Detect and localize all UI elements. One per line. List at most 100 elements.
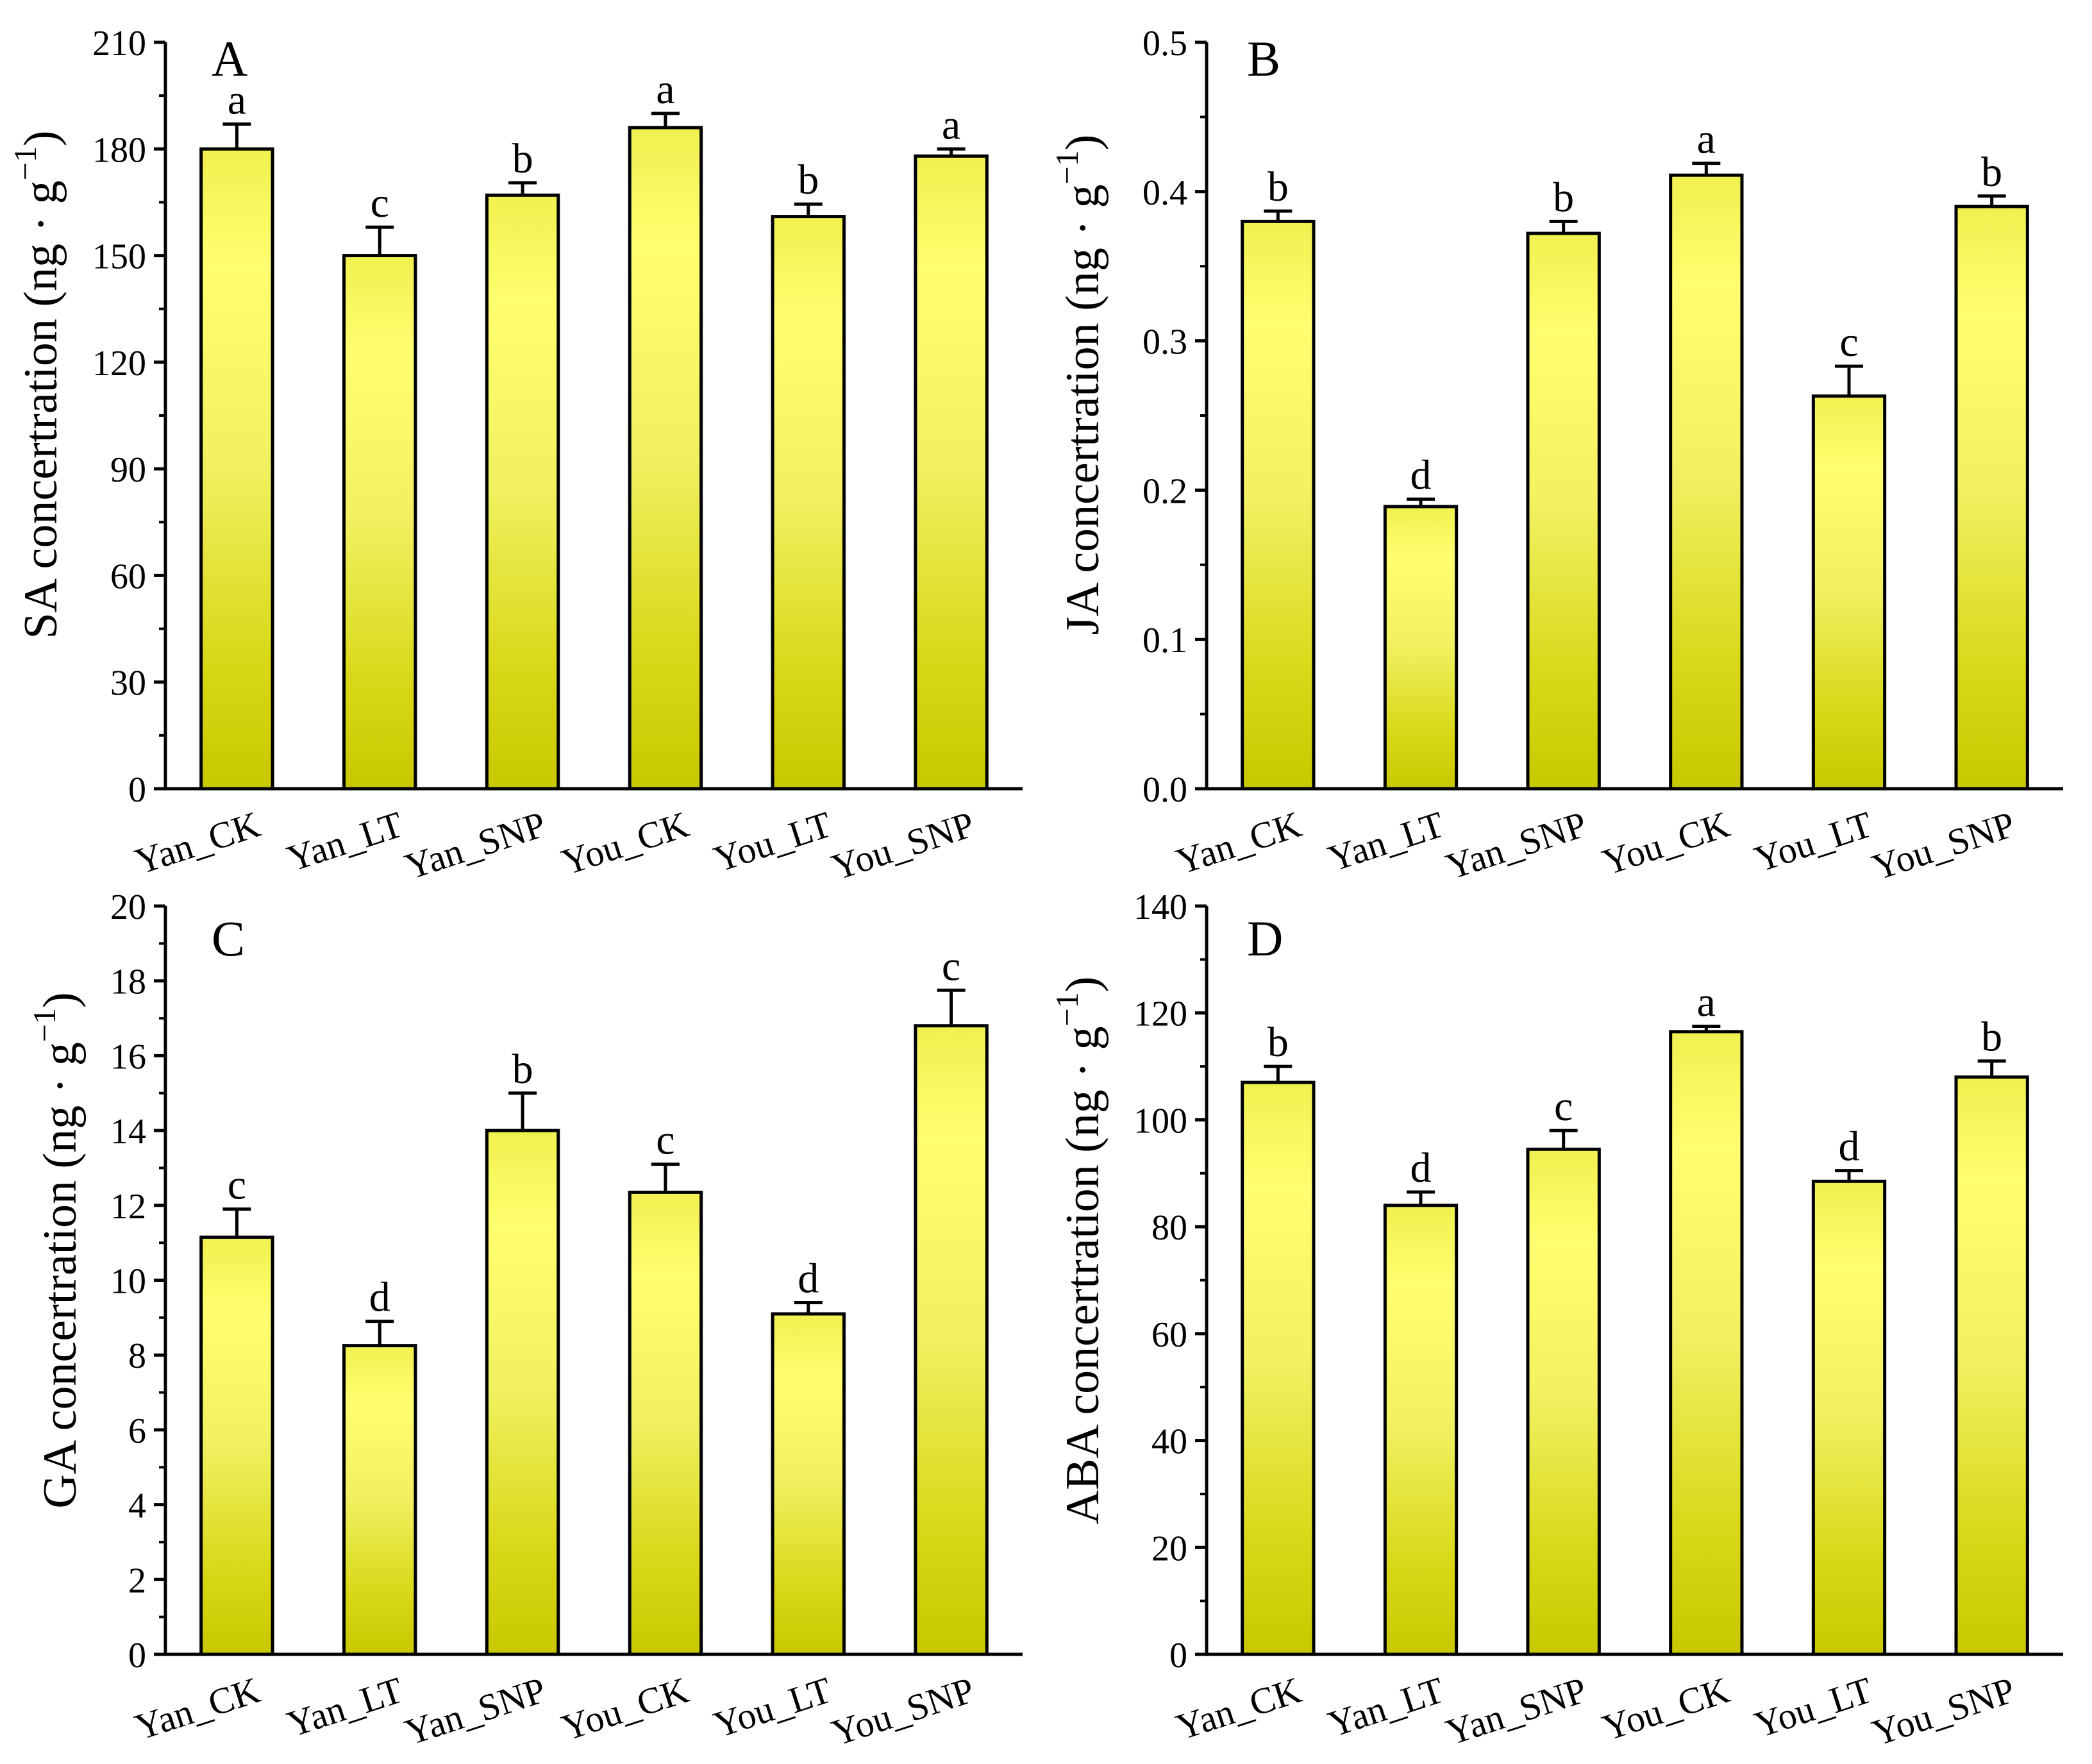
panel-d-bar-Yan_LT <box>1383 1204 1459 1656</box>
panel-d-ylabel: ABA concertration (ng · g−1) <box>1049 977 1109 1525</box>
panel-c-ytick-label: 0 <box>128 1636 146 1676</box>
panel-c-ylabel: GA concertration (ng · g−1) <box>26 992 87 1508</box>
panel-c-bar-You_LT <box>771 1312 846 1656</box>
panel-c-label: C <box>212 911 245 966</box>
panel-a-sig-letter-Yan_SNP: b <box>512 135 533 182</box>
panel-b-plot: b Yan_CK d Yan_LT b Yan_SNP a You_CK c You_LT b You… <box>1142 24 2063 888</box>
panel-d-bar-You_CK <box>1669 1030 1744 1656</box>
panel-b-bar-Yan_CK <box>1241 219 1316 791</box>
panel-d-bar-Yan_SNP <box>1526 1147 1601 1656</box>
panel-b-sig-letter-Yan_CK: b <box>1268 164 1289 210</box>
panel-c-plot: c Yan_CK d Yan_LT b Yan_SNP c You_CK d You_LT c You… <box>110 887 1023 1754</box>
panel-b-ytick-label: 0.3 <box>1142 323 1187 362</box>
panel-d-xtick-label-Yan_CK: Yan_CK <box>1171 1669 1307 1749</box>
panel-a-bar-You_CK <box>628 126 703 791</box>
panel-c-ytick-label: 12 <box>110 1187 146 1227</box>
panel-b-sig-letter-You_CK: a <box>1697 116 1716 163</box>
panel-c-ytick-label: 18 <box>110 962 146 1002</box>
panel-c-bar-You_CK <box>628 1190 703 1656</box>
panel-b-ylabel: JA concertration (ng · g−1) <box>1049 135 1109 635</box>
panel-c-sig-letter-You_SNP: c <box>942 943 960 989</box>
panel-c-ytick-label: 20 <box>110 887 146 927</box>
panel-d-ylabel-sup: −1 <box>1049 992 1085 1026</box>
panel-d-ytick-label: 40 <box>1151 1422 1187 1462</box>
panel-a-ytick-label: 120 <box>92 344 146 383</box>
panel-a-xtick-label-Yan_CK: Yan_CK <box>130 803 265 883</box>
panel-c-sig-letter-Yan_SNP: b <box>512 1046 533 1093</box>
panel-b-ylabel-text: JA concertration (ng · g <box>1057 185 1109 635</box>
panel-a-sig-letter-Yan_CK: a <box>228 76 246 123</box>
panel-a-ytick-label: 30 <box>110 664 146 703</box>
panel-a-ylabel: SA concertration (ng · g−1) <box>7 131 67 639</box>
svg-text:ABA concertration (ng · g−1): ABA concertration (ng · g−1) <box>1049 977 1109 1525</box>
panel-c-sig-letter-Yan_LT: d <box>369 1274 390 1321</box>
panel-b-label: B <box>1247 31 1280 87</box>
panel-a-sig-letter-You_CK: a <box>656 66 674 113</box>
panel-c-sig-letter-You_LT: d <box>798 1256 819 1302</box>
panel-c-ytick-label: 10 <box>110 1262 146 1302</box>
panel-d-label: D <box>1247 911 1283 966</box>
panel-b-sig-letter-Yan_SNP: b <box>1553 174 1574 221</box>
panel-d-xtick-label-Yan_LT: Yan_LT <box>1323 1669 1449 1745</box>
panel-d-xtick-label-You_CK: You_CK <box>1598 1669 1735 1749</box>
panel-c-xtick-label-Yan_LT: Yan_LT <box>282 1669 408 1745</box>
panel-c-xtick-label-You_CK: You_CK <box>556 1669 694 1749</box>
panel-b-bar-Yan_LT <box>1383 505 1459 791</box>
svg-text:GA concertration (ng · g−1): GA concertration (ng · g−1) <box>26 992 87 1508</box>
panel-a-xtick-label-You_LT: You_LT <box>708 803 836 880</box>
panel-b-bar-Yan_SNP <box>1526 231 1601 791</box>
panel-b-sig-letter-Yan_LT: d <box>1410 451 1432 498</box>
panel-a-plot: a Yan_CK c Yan_LT b Yan_SNP a You_CK b You_LT a You… <box>92 24 1023 888</box>
panel-d-sig-letter-You_LT: d <box>1839 1123 1860 1170</box>
panel-d-xtick-label-You_LT: You_LT <box>1750 1669 1877 1746</box>
panel-b-ylabel-close: ) <box>1057 135 1109 151</box>
panel-d-sig-letter-Yan_CK: b <box>1268 1019 1289 1066</box>
panel-d-ytick-label: 100 <box>1134 1101 1187 1141</box>
panel-d-ylabel-close: ) <box>1057 977 1109 993</box>
panel-d-ytick-label: 140 <box>1134 887 1187 927</box>
panel-d-sig-letter-You_CK: a <box>1697 979 1716 1026</box>
panel-c-sig-letter-You_CK: c <box>656 1117 674 1164</box>
panel-c: C c Yan_CK d Yan_LT b Yan_SNP c You_CK d You_LT c Y… <box>26 887 1023 1754</box>
panel-b-ylabel-sup: −1 <box>1049 150 1085 184</box>
panel-d-ytick-label: 0 <box>1169 1636 1187 1676</box>
panel-b-xtick-label-Yan_SNP: Yan_SNP <box>1441 803 1591 888</box>
panel-a: A a Yan_CK c Yan_LT b Yan_SNP a You_CK b You_LT a Y… <box>7 24 1023 888</box>
panel-a-ytick-label: 60 <box>110 557 146 596</box>
panel-c-ytick-label: 6 <box>128 1411 146 1451</box>
panel-a-bar-You_LT <box>771 215 846 791</box>
panel-b-xtick-label-Yan_LT: Yan_LT <box>1323 803 1449 880</box>
panel-b-xtick-label-Yan_CK: Yan_CK <box>1171 803 1307 883</box>
svg-text:JA concertration (ng · g−1): JA concertration (ng · g−1) <box>1049 135 1109 635</box>
panel-b-bar-You_LT <box>1811 394 1887 791</box>
panel-d-bar-You_LT <box>1811 1179 1887 1656</box>
panel-d-ytick-label: 80 <box>1151 1208 1187 1248</box>
panel-c-ytick-label: 14 <box>110 1112 146 1152</box>
panel-b-sig-letter-You_SNP: b <box>1981 149 2002 196</box>
panel-d-xtick-label-Yan_SNP: Yan_SNP <box>1441 1669 1591 1754</box>
panel-a-sig-letter-You_LT: b <box>798 156 819 203</box>
panel-c-bar-Yan_LT <box>342 1344 417 1656</box>
panel-a-ytick-label: 210 <box>92 24 146 63</box>
panel-c-xtick-label-Yan_SNP: Yan_SNP <box>400 1669 551 1754</box>
panel-b-bar-You_SNP <box>1954 205 2029 791</box>
panel-a-sig-letter-Yan_LT: c <box>371 180 389 226</box>
panel-a-ylabel-text: SA concertration (ng · g <box>15 180 67 639</box>
panel-b-ytick-label: 0.0 <box>1142 770 1187 810</box>
panel-c-bar-Yan_SNP <box>485 1129 560 1656</box>
panel-a-ylabel-sup: −1 <box>7 146 43 180</box>
panel-d-xtick-label-You_SNP: You_SNP <box>1867 1669 2020 1754</box>
panel-d-ylabel-text: ABA concertration (ng · g <box>1057 1027 1109 1525</box>
panel-a-xtick-label-You_SNP: You_SNP <box>826 803 979 889</box>
svg-text:SA concertration (ng · g−1): SA concertration (ng · g−1) <box>7 131 67 639</box>
panel-d-sig-letter-You_SNP: b <box>1981 1014 2002 1061</box>
panel-b-ytick-label: 0.4 <box>1142 173 1187 213</box>
panel-b: B b Yan_CK d Yan_LT b Yan_SNP a You_CK c You_LT b Y… <box>1049 24 2063 888</box>
panel-a-bar-Yan_SNP <box>485 193 560 791</box>
panel-c-xtick-label-You_SNP: You_SNP <box>826 1669 979 1754</box>
panel-d-sig-letter-Yan_SNP: c <box>1554 1083 1573 1130</box>
panel-c-xtick-label-You_LT: You_LT <box>708 1669 836 1746</box>
panel-c-ytick-label: 16 <box>110 1037 146 1077</box>
panel-d: D b Yan_CK d Yan_LT c Yan_SNP a You_CK d You_LT b Y… <box>1049 887 2063 1754</box>
